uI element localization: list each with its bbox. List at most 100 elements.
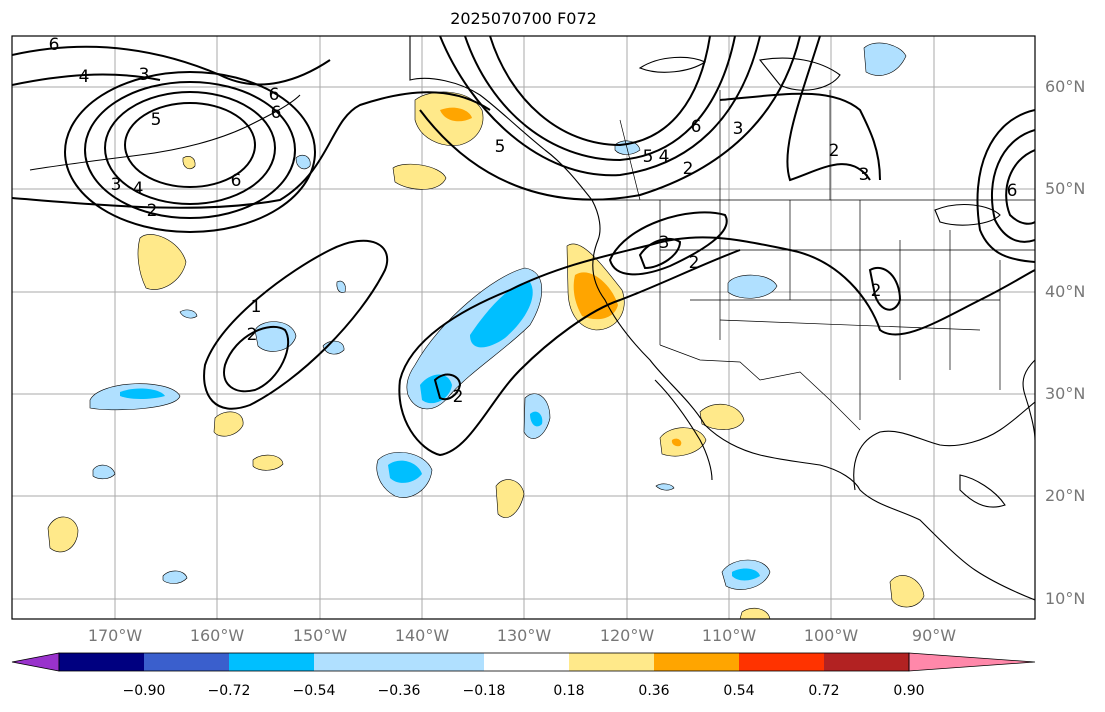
- positive-anomaly-patch: [699, 403, 745, 430]
- positive-anomaly-patch: [659, 427, 707, 457]
- contour-label: 2: [683, 159, 694, 179]
- colorbar-segment: [229, 653, 314, 671]
- map-border: [11, 35, 1036, 620]
- colorbar-segment: [59, 653, 144, 671]
- positive-anomaly-patch: [213, 411, 244, 437]
- contour-label: 6: [231, 171, 242, 191]
- contour-label: 2: [871, 281, 882, 301]
- colorbar-label: −0.18: [462, 683, 506, 699]
- contour-label: 6: [691, 117, 702, 137]
- colorbar-extend-max: [908, 652, 1036, 672]
- colorbar-label: 0.54: [723, 683, 755, 699]
- negative-anomaly-core: [420, 374, 452, 404]
- contour-label: 4: [133, 179, 144, 199]
- gulf-of-mexico-coast: [853, 401, 1035, 491]
- colorbar-extend-min: [11, 652, 60, 672]
- colorbar-segment: [399, 653, 484, 671]
- contour-label: 2: [829, 141, 840, 161]
- contour-label: 6: [49, 35, 60, 55]
- pacific-coast: [409, 36, 1035, 601]
- contour-label: 3: [733, 119, 744, 139]
- colorbar-segment: [314, 653, 399, 671]
- colorbar-label: −0.54: [292, 683, 336, 699]
- contour-label: 1: [251, 297, 262, 317]
- positive-anomaly-patch: [495, 479, 525, 518]
- contour-lines: [12, 36, 1035, 457]
- lon-tick-label: 150°W: [292, 626, 348, 645]
- negative-anomaly-patch: [162, 570, 188, 584]
- negative-anomaly-core: [388, 460, 422, 483]
- colorbar-segment: [654, 653, 739, 671]
- lat-tick-label: 60°N: [1045, 77, 1086, 96]
- contour-label: 5: [643, 147, 654, 167]
- positive-anomaly-core: [573, 272, 618, 320]
- contour-label: 3: [111, 175, 122, 195]
- contour-label: 6: [271, 103, 282, 123]
- positive-anomaly-patch: [392, 163, 447, 190]
- contour-label: 3: [659, 233, 670, 253]
- colorbar-frame: [58, 652, 910, 672]
- lon-tick-label: 170°W: [87, 626, 143, 645]
- florida: [1022, 359, 1035, 441]
- lat-tick-label: 10°N: [1045, 589, 1086, 608]
- political-borders: [600, 90, 1035, 431]
- colorbar: [11, 652, 1036, 672]
- negative-anomaly-patch: [655, 483, 675, 491]
- state-lines: [660, 249, 1035, 331]
- great-lakes: [934, 204, 1001, 226]
- lat-tick-label: 20°N: [1045, 486, 1086, 505]
- lon-tick-label: 120°W: [599, 626, 655, 645]
- contour-label: 6: [269, 85, 280, 105]
- colorbar-label: 0.18: [553, 683, 585, 699]
- colorbar-segment: [144, 653, 229, 671]
- colorbar-segment: [484, 653, 569, 671]
- contour-label: 3: [139, 65, 150, 85]
- colorbar-segment: [824, 653, 909, 671]
- lon-tick-label: 140°W: [394, 626, 450, 645]
- negative-anomaly-core: [120, 388, 165, 399]
- positive-anomaly-patch: [889, 575, 925, 608]
- contour-label: 4: [659, 147, 670, 167]
- colorbar-label: 0.90: [893, 683, 925, 699]
- hudson-region: [758, 57, 841, 91]
- negative-anomaly-patch: [254, 321, 297, 352]
- contour-label: 6: [1007, 181, 1018, 201]
- canada-provinces: [619, 90, 831, 201]
- contour-label: 2: [689, 253, 700, 273]
- yucatan: [959, 474, 1006, 508]
- negative-anomaly-core: [470, 281, 533, 348]
- lat-tick-label: 30°N: [1045, 384, 1086, 403]
- coastline: [29, 36, 1035, 601]
- lon-tick-label: 110°W: [701, 626, 757, 645]
- contour-label: 2: [247, 325, 258, 345]
- negative-anomaly-patch: [727, 274, 778, 299]
- colorbar-label: −0.72: [207, 683, 251, 699]
- us-mexico-border: [659, 344, 861, 431]
- map-title: 2025070700 F072: [450, 9, 597, 28]
- positive-anomaly-patch: [137, 234, 187, 290]
- contour-label: 5: [495, 137, 506, 157]
- negative-anomaly-patch: [92, 464, 116, 480]
- lon-tick-label: 130°W: [496, 626, 552, 645]
- positive-anomaly-patch: [182, 156, 196, 170]
- colorbar-label: −0.36: [377, 683, 421, 699]
- negative-anomaly-patch: [179, 309, 198, 319]
- positive-anomaly-core: [440, 107, 472, 122]
- lon-tick-label: 160°W: [189, 626, 245, 645]
- colorbar-label: −0.90: [122, 683, 166, 699]
- contour-label: 4: [79, 67, 90, 87]
- anomaly-shading: [47, 42, 925, 619]
- negative-anomaly-patch: [863, 42, 907, 76]
- negative-anomaly-core: [530, 411, 543, 427]
- colorbar-label: 0.72: [808, 683, 840, 699]
- lat-tick-label: 40°N: [1045, 282, 1086, 301]
- lat-tick-label: 50°N: [1045, 179, 1086, 198]
- positive-anomaly-patch: [739, 607, 771, 619]
- positive-anomaly-patch: [47, 516, 79, 553]
- contour-label: 3: [859, 165, 870, 185]
- contour-label: 5: [151, 110, 162, 130]
- colorbar-segment: [569, 653, 654, 671]
- contour-label: 2: [147, 201, 158, 221]
- positive-anomaly-patch: [252, 454, 284, 471]
